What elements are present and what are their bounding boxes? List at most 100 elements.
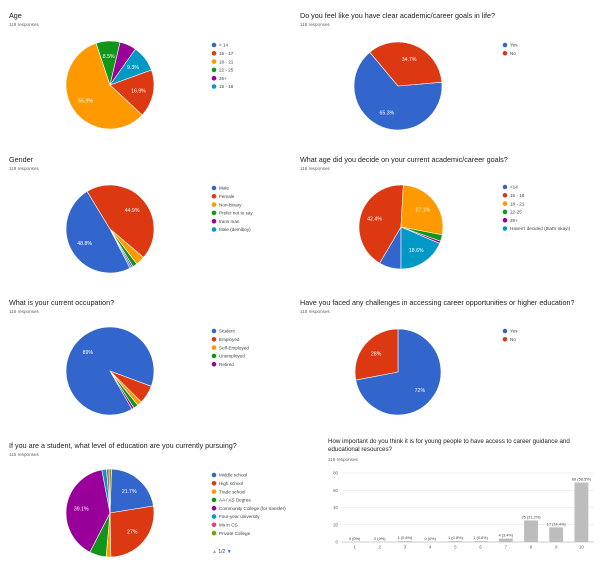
legend-swatch xyxy=(211,218,217,224)
pie-slice-18-21 xyxy=(65,42,143,130)
x-tick-label: 7 xyxy=(505,545,508,550)
slice-data-label: 39.1% xyxy=(74,507,89,513)
legend-label: Community College (for transfer) xyxy=(219,506,286,511)
slice-data-label: 9.3% xyxy=(127,65,139,71)
legend-swatch xyxy=(211,530,217,536)
slice-data-label: 27.1% xyxy=(415,208,430,214)
x-tick-label: 6 xyxy=(479,545,482,550)
pie-slice-yes xyxy=(353,51,443,131)
x-tick-label: 5 xyxy=(454,545,457,550)
response-count: 118 responses xyxy=(9,166,39,171)
pie-chart-decide-age: 42.4% 27.1% 18.6% <14 15 - 18 18 - 21 22-25 26+… xyxy=(358,184,571,270)
slice-data-label: 55.9% xyxy=(78,98,93,104)
slice-data-label: 21.7% xyxy=(122,489,137,495)
x-tick-label: 4 xyxy=(429,545,432,550)
slice-data-label: 48.8% xyxy=(77,241,92,247)
pie-slice-haven-t-decided-that-s-okay xyxy=(400,226,441,270)
panel-age: Age 118 responses 16.9% 55.9% 8.5% 9.3% < 14… xyxy=(0,0,300,143)
slice-data-label: 27% xyxy=(127,529,138,535)
legend-label: trans man xyxy=(219,219,240,224)
x-tick-label: 8 xyxy=(530,545,533,550)
legend-label: Retired xyxy=(219,362,234,367)
bar-7 xyxy=(498,538,513,542)
bar-10 xyxy=(574,482,589,542)
legend-swatch xyxy=(211,194,217,199)
legend-label: Self-Employed xyxy=(219,345,249,350)
legend-swatch xyxy=(502,184,508,190)
legend-swatch xyxy=(502,337,508,342)
chart-title: Gender xyxy=(9,155,33,164)
legend-label: Yes xyxy=(510,329,518,334)
pie-chart-education: 21.7% 27% 39.1% Middle school High school Tra… xyxy=(65,468,286,558)
legend-swatch xyxy=(502,328,508,334)
pie-slice-female xyxy=(86,184,155,258)
x-tick-label: 3 xyxy=(404,545,407,550)
slice-data-label: 28% xyxy=(371,352,382,358)
chart-title: Age xyxy=(9,11,22,20)
pie-slice-18-21 xyxy=(400,184,444,236)
pager-text: 1/2 xyxy=(218,549,226,555)
x-tick-label: 10 xyxy=(579,545,584,550)
chart-title: What is your current occupation? xyxy=(9,298,115,307)
slice-data-label: 42.4% xyxy=(367,217,382,223)
response-count: 118 responses xyxy=(300,22,330,27)
legend-swatch xyxy=(211,481,217,486)
chart-title: Have you faced any challenges in accessi… xyxy=(300,298,575,307)
legend-label: 18 - 21 xyxy=(219,59,234,64)
pager-next-icon[interactable]: ▼ xyxy=(226,549,232,555)
bar-9 xyxy=(549,527,564,542)
pie-slice-yes xyxy=(355,328,442,416)
legend-swatch xyxy=(502,201,508,206)
chart-title: How important do you think it is for you… xyxy=(328,438,570,453)
bar-6 xyxy=(473,541,488,542)
legend-swatch xyxy=(502,42,508,48)
legend-label: 22 - 25 xyxy=(219,68,234,73)
legend-swatch xyxy=(211,227,217,232)
bar-data-label: 4 (3.4%) xyxy=(498,533,513,538)
legend-label: Employed xyxy=(219,337,240,342)
y-tick-label: 20 xyxy=(333,522,338,527)
pie-slice-retired xyxy=(109,370,135,410)
slice-data-label: 65.3% xyxy=(380,111,395,117)
legend-label: Student xyxy=(219,329,236,334)
bar-data-label: 0 (0%) xyxy=(374,536,386,541)
y-tick-label: 60 xyxy=(333,488,338,493)
legend-swatch xyxy=(211,328,217,334)
pie-slice-male xyxy=(65,190,131,274)
legend-pager[interactable]: ▲ 1/2 ▼ xyxy=(212,549,232,555)
panel-challenges: Have you faced any challenges in accessi… xyxy=(300,286,600,429)
legend-label: Trade school xyxy=(219,489,245,494)
pager-prev-icon[interactable]: ▲ xyxy=(212,549,217,555)
pie-slice-no xyxy=(369,41,443,87)
slice-data-label: 16.9% xyxy=(131,89,146,95)
legend-swatch xyxy=(502,226,508,231)
bar-3 xyxy=(398,541,412,542)
pie-slice-15-18 xyxy=(109,48,152,86)
legend-swatch xyxy=(211,210,217,216)
x-tick-label: 9 xyxy=(555,545,558,550)
pie-chart-gender: 48.8% 44.9% Male Female Non-binary Prefer not… xyxy=(65,184,253,274)
response-count: 118 responses xyxy=(328,457,358,462)
legend-swatch xyxy=(211,472,217,478)
legend-label: Unemployed xyxy=(219,354,245,359)
legend-label: High school xyxy=(219,481,243,486)
bar-5 xyxy=(448,541,463,542)
response-count: 118 responses xyxy=(9,22,39,27)
bar-8 xyxy=(524,520,538,542)
legend-label: No xyxy=(510,51,516,56)
panel-goals: Do you feel like you have clear academic… xyxy=(300,0,600,143)
legend-label: No xyxy=(510,337,516,342)
panel-education: If you are a student, what level of educ… xyxy=(0,429,312,573)
slice-data-label: 34.7% xyxy=(402,57,417,63)
legend-label: 26+ xyxy=(510,218,518,223)
bar-data-label: 17 (14.4%) xyxy=(547,521,567,526)
legend-label: Four-year university xyxy=(219,514,260,519)
legend-swatch xyxy=(502,217,508,223)
bar-data-label: 1 (0.8%) xyxy=(473,535,488,540)
legend-label: Ms in CS xyxy=(219,523,238,528)
bar-data-label: 0 (0%) xyxy=(349,536,361,541)
response-count: 118 responses xyxy=(300,309,330,314)
legend-swatch xyxy=(211,59,217,64)
pie-slice-high-school xyxy=(109,505,155,558)
legend-label: 15 - 18 xyxy=(510,193,525,198)
